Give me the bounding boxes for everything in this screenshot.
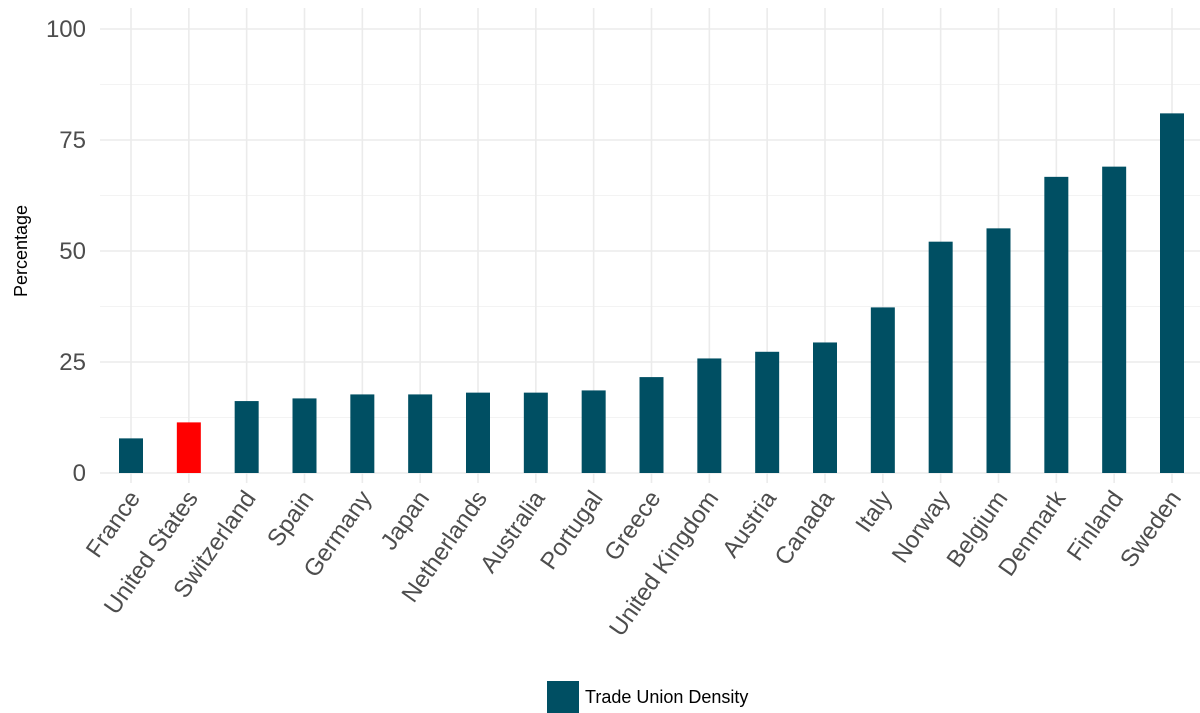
bar-spain [292, 398, 317, 473]
bar-switzerland [234, 401, 259, 473]
bar-sweden [1160, 113, 1184, 474]
y-axis-ticks: 0 25 50 75 100 [46, 16, 86, 487]
y-tick-label: 0 [73, 460, 86, 487]
bar-norway [928, 241, 953, 473]
bar-greece [639, 377, 664, 473]
x-tick-label: Canada [770, 485, 841, 570]
legend: Trade Union Density [547, 681, 748, 713]
bar-united-states [176, 422, 201, 473]
x-tick-label: Italy [850, 486, 897, 538]
legend-key [547, 681, 579, 713]
bar-japan [408, 394, 433, 473]
bar-finland [1102, 166, 1127, 473]
bar-germany [350, 394, 375, 473]
bar-austria [755, 351, 780, 473]
bar-australia [523, 392, 548, 473]
bar-belgium [986, 228, 1011, 473]
legend-label: Trade Union Density [585, 687, 748, 707]
x-tick-label: Japan [375, 486, 435, 555]
y-tick-label: 100 [46, 16, 86, 43]
y-tick-label: 50 [59, 238, 86, 265]
y-axis-title: Percentage [11, 205, 31, 297]
bar-netherlands [466, 392, 490, 473]
bars [119, 113, 1184, 474]
x-tick-label: Spain [262, 486, 319, 552]
bar-canada [813, 342, 837, 473]
bar-italy [870, 307, 895, 473]
bar-portugal [581, 390, 606, 473]
bar-denmark [1044, 176, 1069, 474]
bar-united-kingdom [697, 358, 722, 473]
bar-france [119, 438, 143, 473]
y-tick-label: 25 [59, 349, 86, 376]
y-tick-label: 75 [59, 127, 86, 154]
x-tick-label: Sweden [1115, 486, 1187, 573]
